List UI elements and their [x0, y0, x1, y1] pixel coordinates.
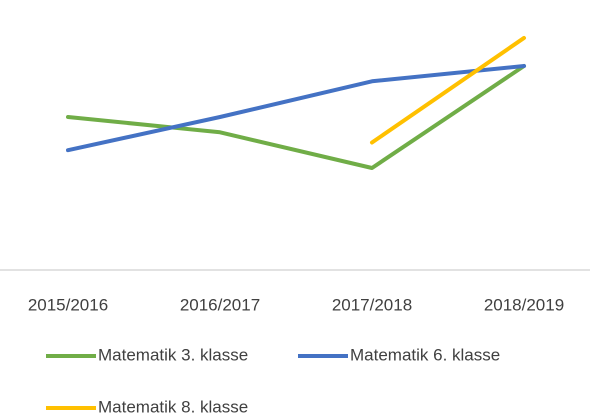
legend-label: Matematik 3. klasse: [98, 345, 248, 364]
series-line: [66, 64, 526, 153]
x-tick-label: 2018/2019: [484, 295, 564, 314]
series-line: [66, 64, 526, 170]
series-line: [370, 35, 526, 145]
x-tick-label: 2016/2017: [180, 295, 260, 314]
x-tick-label: 2015/2016: [28, 295, 108, 314]
legend-label: Matematik 6. klasse: [350, 345, 500, 364]
legend-label: Matematik 8. klasse: [98, 397, 248, 415]
x-tick-label: 2017/2018: [332, 295, 412, 314]
